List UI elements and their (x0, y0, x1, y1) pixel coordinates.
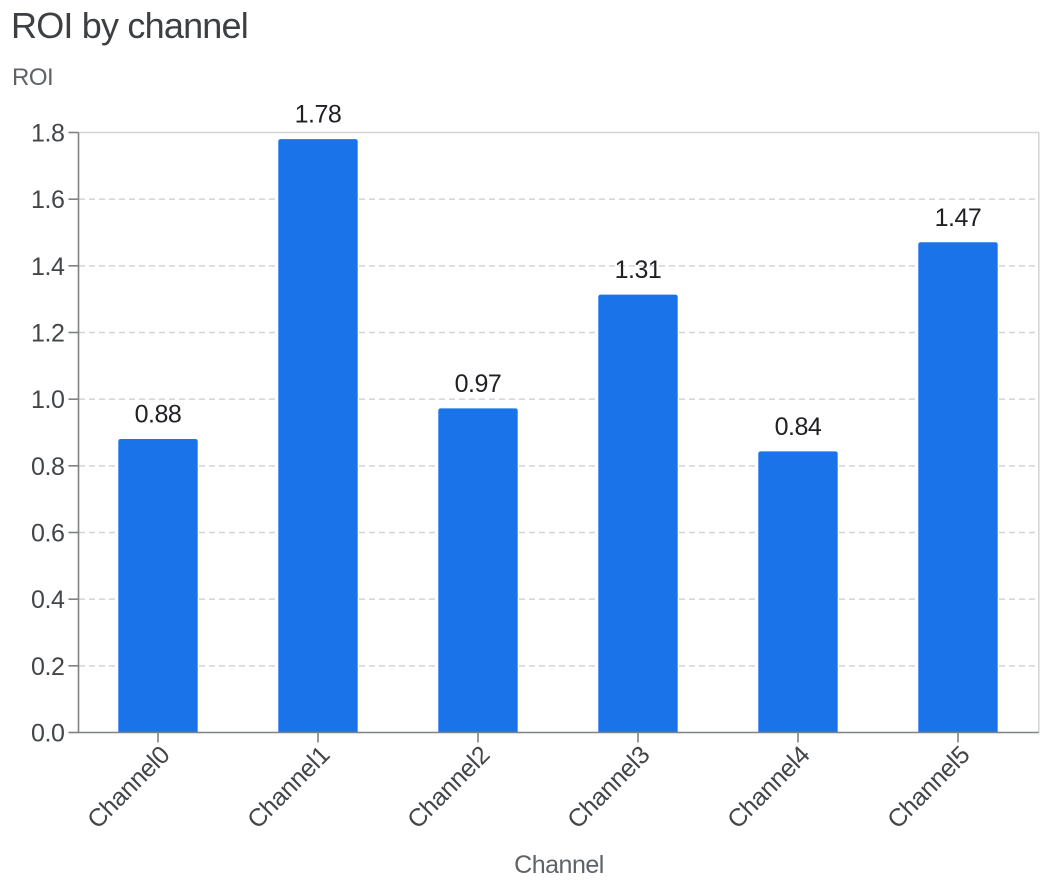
svg-text:0.97: 0.97 (455, 370, 502, 398)
svg-text:Channel4: Channel4 (722, 741, 816, 835)
svg-text:Channel1: Channel1 (242, 741, 335, 834)
svg-text:1.47: 1.47 (935, 204, 982, 232)
svg-text:1.8: 1.8 (31, 120, 65, 148)
svg-text:1.6: 1.6 (31, 186, 65, 214)
svg-text:0.6: 0.6 (31, 520, 65, 548)
svg-text:1.4: 1.4 (31, 253, 65, 281)
svg-text:ROI: ROI (12, 64, 53, 91)
svg-text:1.0: 1.0 (31, 386, 65, 414)
svg-text:1.31: 1.31 (615, 256, 662, 284)
svg-text:ROI by channel: ROI by channel (11, 5, 248, 46)
svg-text:0.88: 0.88 (135, 401, 182, 429)
svg-text:Channel0: Channel0 (82, 741, 175, 834)
svg-text:Channel5: Channel5 (882, 741, 975, 834)
svg-text:1.2: 1.2 (31, 320, 65, 348)
svg-text:0.8: 0.8 (31, 453, 65, 481)
svg-text:0.84: 0.84 (775, 413, 822, 441)
svg-text:Channel2: Channel2 (402, 741, 495, 834)
svg-text:Channel3: Channel3 (562, 741, 655, 834)
svg-text:1.78: 1.78 (295, 101, 342, 129)
svg-text:0.2: 0.2 (31, 653, 65, 681)
svg-text:Channel: Channel (514, 851, 604, 879)
svg-text:0.4: 0.4 (31, 586, 65, 614)
svg-text:0.0: 0.0 (31, 720, 65, 748)
